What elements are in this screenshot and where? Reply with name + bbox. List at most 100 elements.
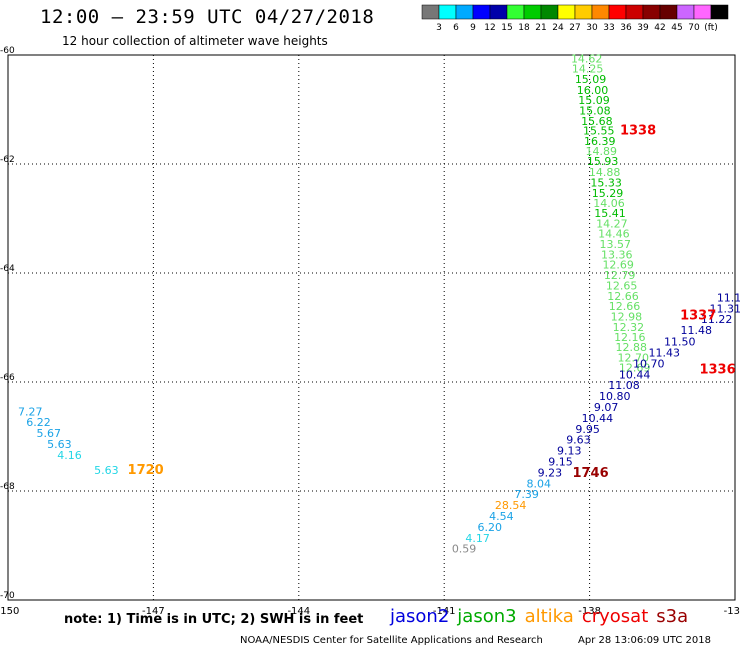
wave-height-label: 15.29 xyxy=(592,187,624,200)
colorbar-swatch xyxy=(455,4,474,20)
wave-height-label: 15.41 xyxy=(594,207,626,220)
wave-height-label: 12.65 xyxy=(606,279,638,292)
colorbar-swatch xyxy=(472,4,491,20)
wave-height-label: 6.20 xyxy=(478,521,503,534)
colorbar-swatch xyxy=(608,4,627,20)
wave-height-label: 14.06 xyxy=(593,197,625,210)
wave-height-label: 14.88 xyxy=(589,166,621,179)
wave-height-label: 9.15 xyxy=(548,455,573,468)
pass-time-tag: 1336 xyxy=(699,362,735,377)
wave-height-label: 5.67 xyxy=(36,427,61,440)
wave-height-label: 12.66 xyxy=(609,300,641,313)
wave-height-label: 7.27 xyxy=(18,405,43,418)
x-tick-label: -147 xyxy=(142,606,165,617)
pass-time-tag: 1746 xyxy=(572,466,608,481)
wave-height-label: 12.69 xyxy=(619,362,651,375)
wave-height-label: 10.70 xyxy=(633,357,665,370)
wave-height-label: 6.22 xyxy=(26,416,51,429)
x-tick-label: -144 xyxy=(287,606,310,617)
wave-height-label: 9.23 xyxy=(538,466,563,479)
page-title: 12:00 – 23:59 UTC 04/27/2018 xyxy=(40,6,375,28)
pass-time-tag: 1720 xyxy=(128,463,164,478)
colorbar-swatch xyxy=(523,4,542,20)
wave-height-label: 28.54 xyxy=(495,499,527,512)
colorbar-label: 6 xyxy=(453,23,459,33)
wave-height-label: 14.46 xyxy=(598,228,630,241)
page-subtitle: 12 hour collection of altimeter wave hei… xyxy=(62,34,328,48)
wave-height-label: 4.16 xyxy=(57,449,82,462)
wave-height-label: 10.44 xyxy=(619,368,651,381)
colorbar-label: (ft) xyxy=(704,23,718,33)
x-tick-label: -138 xyxy=(578,606,601,617)
colorbar-swatch xyxy=(642,4,661,20)
colorbar-swatch xyxy=(438,4,457,20)
wave-height-label: 5.63 xyxy=(94,464,119,477)
satellite-name: s3a xyxy=(656,606,689,627)
satellite-name: jason2 xyxy=(390,606,450,627)
wave-height-label: 15.08 xyxy=(579,105,611,118)
x-tick-label: -141 xyxy=(433,606,456,617)
wave-height-label: 12.16 xyxy=(614,331,646,344)
colorbar-swatch xyxy=(625,4,644,20)
wave-height-label: 9.07 xyxy=(594,401,619,414)
wave-height-label: 11.31 xyxy=(710,302,740,315)
plot-frame xyxy=(7,54,736,601)
satellite-name: jason3 xyxy=(457,606,517,627)
wave-height-label: 12.70 xyxy=(617,351,649,364)
colorbar-swatch xyxy=(693,4,712,20)
colorbar-label: 24 xyxy=(552,23,564,33)
wave-height-label: 10.80 xyxy=(599,390,631,403)
wave-height-label: 15.09 xyxy=(578,94,610,107)
colorbar-label: 45 xyxy=(671,23,682,33)
x-tick-label: -135 xyxy=(724,606,740,617)
colorbar-swatch xyxy=(659,4,678,20)
wave-height-label: 13.36 xyxy=(601,248,633,261)
x-tick-label: -150 xyxy=(0,606,19,617)
colorbar-label: 9 xyxy=(470,23,476,33)
wave-height-label: 12.88 xyxy=(616,341,648,354)
satellite-legend: jason2 jason3 altika cryosat s3a xyxy=(390,606,696,627)
colorbar-label: 27 xyxy=(569,23,580,33)
colorbar-label: 15 xyxy=(501,23,512,33)
satellite-name: cryosat xyxy=(581,606,649,627)
wave-height-label: 8.04 xyxy=(526,477,551,490)
wave-height-label: 11.12 xyxy=(717,291,740,304)
colorbar-label: 70 xyxy=(688,23,700,33)
wave-height-label: 12.66 xyxy=(607,290,639,303)
colorbar-label: 39 xyxy=(637,23,649,33)
footer-note: note: 1) Time is in UTC; 2) SWH is in fe… xyxy=(64,612,364,627)
wave-height-label: 11.08 xyxy=(608,379,640,392)
generation-timestamp: Apr 28 13:06:09 UTC 2018 xyxy=(578,635,711,646)
wave-height-label: 11.22 xyxy=(701,313,733,326)
wave-height-label: 4.17 xyxy=(465,532,490,545)
colorbar-swatch xyxy=(506,4,525,20)
wave-height-label: 12.69 xyxy=(602,259,634,272)
wave-height-label: 12.32 xyxy=(613,321,645,334)
wave-height-label: 9.63 xyxy=(566,434,591,447)
colorbar-label: 30 xyxy=(586,23,598,33)
wave-height-label: 16.39 xyxy=(584,135,616,148)
wave-height-label: 15.09 xyxy=(575,73,607,86)
wave-height-label: 12.79 xyxy=(604,269,636,282)
wave-height-label: 7.39 xyxy=(514,488,539,501)
colorbar-swatch xyxy=(591,4,610,20)
y-tick-label: -64 xyxy=(0,264,15,274)
colorbar-swatch xyxy=(540,4,559,20)
colorbar-swatch xyxy=(557,4,576,20)
y-tick-label: -66 xyxy=(0,373,15,383)
colorbar-label: 21 xyxy=(535,23,546,33)
wave-height-label: 14.25 xyxy=(572,63,604,76)
wave-height-label: 14.89 xyxy=(585,145,617,158)
wave-height-label: 12.98 xyxy=(611,311,643,324)
colorbar-label: 18 xyxy=(518,23,530,33)
wave-height-label: 10.44 xyxy=(582,412,614,425)
y-tick-label: -68 xyxy=(0,482,15,492)
colorbar-label: 33 xyxy=(603,23,614,33)
wave-height-label: 15.55 xyxy=(583,125,615,138)
colorbar-swatch xyxy=(421,4,440,20)
colorbar-swatch xyxy=(574,4,593,20)
wave-height-label: 9.13 xyxy=(557,445,582,458)
wave-height-label: 16.00 xyxy=(577,84,609,97)
